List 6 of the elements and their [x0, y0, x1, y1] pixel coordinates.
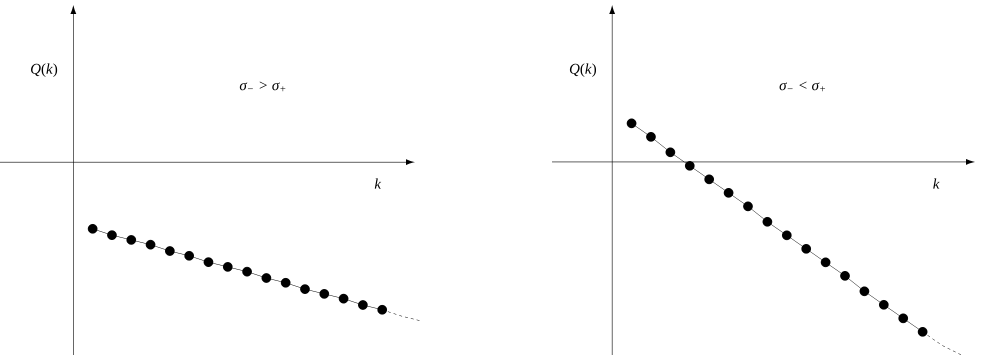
x-axis-title: k — [374, 178, 382, 189]
text: σ$_{−}$ < σ$_{+}$ — [780, 82, 826, 92]
y-axis-title: Q(k) — [570, 63, 596, 77]
y-axis-title: Q(k) — [31, 63, 58, 77]
x-axis-title: k — [933, 178, 940, 189]
text: σ$_{−}$ > σ$_{+}$ — [240, 82, 286, 92]
